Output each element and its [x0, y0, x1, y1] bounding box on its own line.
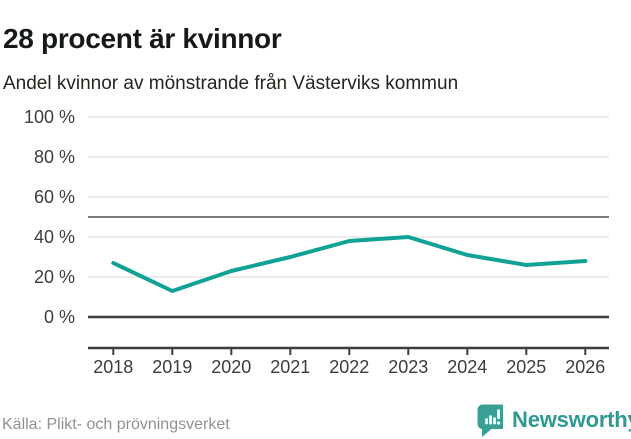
newsworthy-logo-text: Newsworthy [512, 407, 631, 432]
x-tick-label: 2025 [506, 357, 547, 377]
y-tick-label: 0 % [43, 307, 75, 327]
x-tick-label: 2023 [388, 357, 429, 377]
newsworthy-logo-icon [477, 404, 503, 437]
x-tick-label: 2020 [211, 357, 252, 377]
chart-subtitle: Andel kvinnor av mönstrande från Västerv… [3, 73, 459, 94]
y-tick-label: 80 % [33, 147, 75, 167]
x-tick-label: 2024 [447, 357, 488, 377]
data-line-series [111, 235, 588, 293]
y-tick-label: 60 % [33, 187, 75, 207]
x-tick-label: 2021 [270, 357, 311, 377]
y-tick-label: 20 % [33, 267, 75, 287]
source-note: Källa: Plikt- och prövningsverket [2, 416, 230, 433]
y-tick-label: 100 % [23, 107, 75, 127]
x-tick-label: 2022 [329, 357, 370, 377]
x-tick-label: 2018 [93, 357, 134, 377]
x-tick-label: 2026 [565, 357, 606, 377]
y-tick-label: 40 % [33, 227, 75, 247]
newsworthy-logo[interactable]: Newsworthy [477, 404, 631, 438]
chart-title: 28 procent är kvinnor [3, 22, 282, 54]
x-tick-label: 2019 [152, 357, 193, 377]
